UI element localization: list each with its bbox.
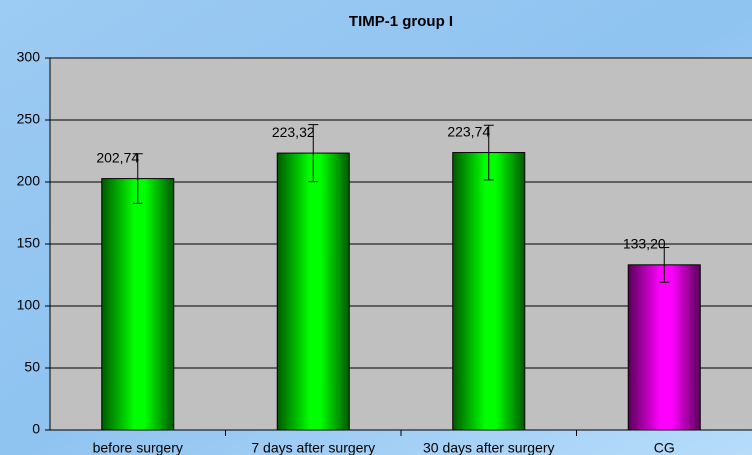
data-label: 133,20: [623, 236, 666, 252]
bar: [627, 264, 701, 431]
x-tick-label: 7 days after surgery: [251, 440, 375, 455]
error-bar: [308, 124, 319, 183]
data-label: 223,74: [447, 123, 490, 139]
bar: [276, 152, 350, 431]
y-tick-label: 50: [24, 359, 40, 375]
x-tick-label: CG: [654, 440, 675, 455]
y-tick-label: 0: [32, 421, 40, 437]
bar: [101, 178, 175, 431]
y-tick-label: 100: [17, 297, 41, 313]
y-tick-label: 200: [17, 173, 41, 189]
error-bar: [659, 246, 670, 283]
data-label: 202,74: [96, 149, 139, 165]
chart-title: TIMP-1 group I: [349, 13, 453, 30]
y-tick-label: 250: [17, 111, 41, 127]
y-tick-label: 150: [17, 235, 41, 251]
y-tick-label: 300: [17, 49, 41, 65]
x-tick-label: before surgery: [93, 440, 183, 455]
error-bar: [132, 153, 143, 204]
x-tick-label: 30 days after surgery: [423, 440, 555, 455]
bar: [452, 152, 526, 431]
data-label: 223,32: [272, 124, 315, 140]
error-bar: [483, 124, 494, 181]
